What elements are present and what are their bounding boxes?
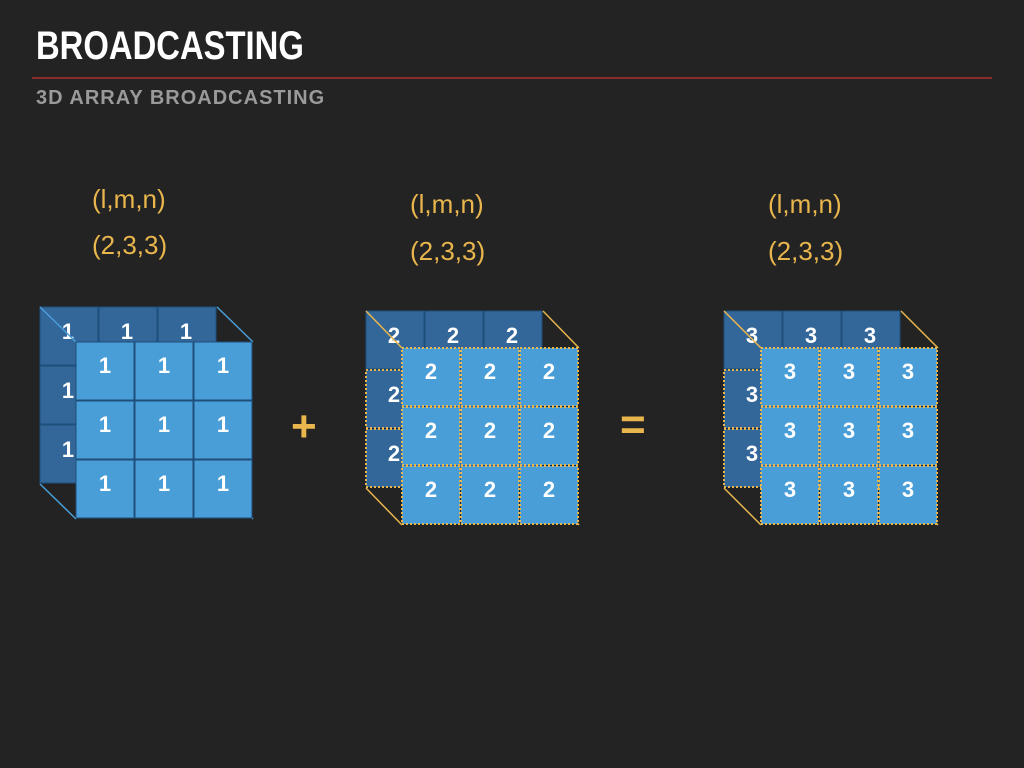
depth-edge [900, 310, 939, 349]
front-cell [193, 341, 253, 401]
front-cell-value: 1 [217, 471, 229, 496]
depth-edge [39, 306, 77, 343]
front-cell-value: 1 [99, 471, 111, 496]
front-cell-value: 3 [902, 477, 914, 502]
back-cell-value: 1 [180, 319, 192, 344]
front-cell-value: 2 [484, 477, 496, 502]
depth-edge [216, 306, 254, 343]
slide-title: BROADCASTING [36, 24, 304, 68]
array-2-cube: 222222222222222222 [365, 310, 580, 526]
back-cell-value: 1 [62, 319, 74, 344]
back-cell-value: 1 [62, 437, 74, 462]
front-cell-value: 1 [217, 353, 229, 378]
front-cell [75, 400, 135, 460]
array-1-dims-label: (l,m,n) [92, 184, 166, 214]
array-2-dims-label: (l,m,n) [410, 189, 484, 219]
back-cell-value: 3 [746, 382, 758, 407]
equals-operator: = [620, 400, 646, 449]
front-cell-value: 1 [99, 412, 111, 437]
front-cell [519, 465, 579, 525]
front-cell [134, 400, 194, 460]
back-cell-value: 2 [388, 441, 400, 466]
front-cell-value: 2 [425, 477, 437, 502]
depth-edge [365, 310, 403, 349]
front-cell-value: 3 [843, 418, 855, 443]
front-cell-value: 1 [158, 412, 170, 437]
front-cell-value: 1 [99, 353, 111, 378]
front-cell-value: 3 [784, 477, 796, 502]
front-cell-value: 3 [843, 359, 855, 384]
front-cell [519, 406, 579, 466]
back-cell-value: 2 [388, 382, 400, 407]
depth-edge [542, 310, 580, 349]
front-cell [460, 465, 520, 525]
front-cell-value: 3 [902, 418, 914, 443]
front-cell-value: 3 [843, 477, 855, 502]
front-cell-value: 3 [784, 359, 796, 384]
front-cell [878, 465, 938, 525]
front-cell-value: 2 [425, 359, 437, 384]
front-cell-value: 3 [902, 359, 914, 384]
front-cell-value: 2 [543, 477, 555, 502]
slide-subtitle: 3D ARRAY BROADCASTING [36, 87, 326, 109]
front-cell [460, 406, 520, 466]
array-1-shape-label: (2,3,3) [92, 230, 168, 260]
array-3-cube: 333333333333333333 [723, 310, 939, 526]
array-2-shape-label: (2,3,3) [410, 236, 486, 266]
front-cell-value: 2 [484, 359, 496, 384]
title-divider [32, 77, 992, 79]
front-cell-value: 1 [158, 353, 170, 378]
front-cell [193, 459, 253, 519]
front-cell [75, 341, 135, 401]
front-cell-value: 2 [543, 359, 555, 384]
back-cell-value: 3 [805, 323, 817, 348]
back-cell-value: 2 [388, 323, 400, 348]
front-cell [401, 465, 461, 525]
front-cell [519, 347, 579, 407]
front-cell [819, 465, 879, 525]
front-cell-value: 2 [425, 418, 437, 443]
front-cell-value: 3 [784, 418, 796, 443]
back-cell-value: 2 [506, 323, 518, 348]
front-cell [75, 459, 135, 519]
front-cell [134, 341, 194, 401]
array-3-shape-label: (2,3,3) [768, 236, 844, 266]
front-cell [819, 347, 879, 407]
front-cell [193, 400, 253, 460]
array-1-cube: 111111111111111111 [39, 306, 254, 520]
back-cell-value: 2 [447, 323, 459, 348]
back-cell-value: 3 [746, 441, 758, 466]
front-cell-value: 2 [484, 418, 496, 443]
front-cell [819, 406, 879, 466]
front-cell-value: 1 [158, 471, 170, 496]
front-cell-value: 1 [217, 412, 229, 437]
front-cell [134, 459, 194, 519]
back-cell-value: 1 [121, 319, 133, 344]
depth-edge [39, 483, 77, 520]
depth-edge [365, 487, 403, 526]
front-cell [760, 347, 820, 407]
front-cell [760, 465, 820, 525]
array-3-dims-label: (l,m,n) [768, 189, 842, 219]
back-cell-value: 1 [62, 378, 74, 403]
depth-edge [723, 487, 762, 526]
front-cell-value: 2 [543, 418, 555, 443]
depth-edge [723, 310, 762, 349]
front-cell [878, 347, 938, 407]
back-cell-value: 3 [864, 323, 876, 348]
plus-operator: + [291, 402, 317, 451]
